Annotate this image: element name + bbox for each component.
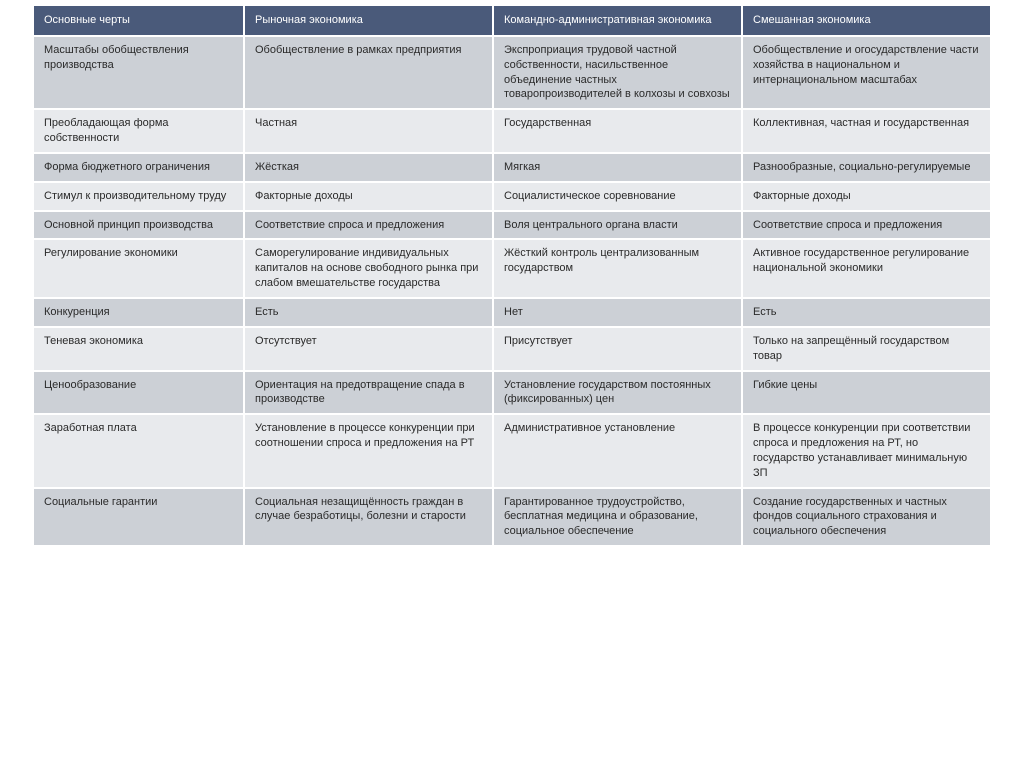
table-row: Стимул к производительному труду Факторн… — [34, 183, 990, 210]
cell: Социалистическое соревнование — [494, 183, 741, 210]
cell: Соответствие спроса и предложения — [743, 212, 990, 239]
cell: Создание государственных и частных фондо… — [743, 489, 990, 546]
slide-container: Основные черты Рыночная экономика Команд… — [0, 0, 1024, 768]
cell: Отсутствует — [245, 328, 492, 370]
table-row: Заработная плата Установление в процессе… — [34, 415, 990, 486]
cell: Установление государством постоянных (фи… — [494, 372, 741, 414]
col-header-feature: Основные черты — [34, 6, 243, 35]
cell: Жёсткая — [245, 154, 492, 181]
cell: Факторные доходы — [245, 183, 492, 210]
cell: Масштабы обобществления производства — [34, 37, 243, 108]
cell: Нет — [494, 299, 741, 326]
table-row: Теневая экономика Отсутствует Присутству… — [34, 328, 990, 370]
cell: В процессе конкуренции при соответствии … — [743, 415, 990, 486]
col-header-mixed: Смешанная экономика — [743, 6, 990, 35]
cell: Стимул к производительному труду — [34, 183, 243, 210]
cell: Экспроприация трудовой частной собственн… — [494, 37, 741, 108]
cell: Есть — [245, 299, 492, 326]
cell: Ценообразование — [34, 372, 243, 414]
cell: Разнообразные, социально-регулируемые — [743, 154, 990, 181]
table-row: Преобладающая форма собственности Частна… — [34, 110, 990, 152]
cell: Установление в процессе конкуренции при … — [245, 415, 492, 486]
cell: Государственная — [494, 110, 741, 152]
cell: Присутствует — [494, 328, 741, 370]
cell: Конкуренция — [34, 299, 243, 326]
cell: Регулирование экономики — [34, 240, 243, 297]
table-row: Масштабы обобществления производства Обо… — [34, 37, 990, 108]
cell: Преобладающая форма собственности — [34, 110, 243, 152]
cell: Есть — [743, 299, 990, 326]
cell: Ориентация на предотвращение спада в про… — [245, 372, 492, 414]
cell: Социальная незащищённость граждан в случ… — [245, 489, 492, 546]
cell: Теневая экономика — [34, 328, 243, 370]
cell: Только на запрещённый государством товар — [743, 328, 990, 370]
cell: Административное установление — [494, 415, 741, 486]
table-row: Регулирование экономики Саморегулировани… — [34, 240, 990, 297]
table-row: Ценообразование Ориентация на предотвращ… — [34, 372, 990, 414]
cell: Коллективная, частная и государственная — [743, 110, 990, 152]
table-row: Основной принцип производства Соответств… — [34, 212, 990, 239]
cell: Активное государственное регулирование н… — [743, 240, 990, 297]
cell: Обобществление и огосударствление части … — [743, 37, 990, 108]
cell: Социальные гарантии — [34, 489, 243, 546]
cell: Мягкая — [494, 154, 741, 181]
table-row: Социальные гарантии Социальная незащищён… — [34, 489, 990, 546]
cell: Гибкие цены — [743, 372, 990, 414]
cell: Форма бюджетного ограничения — [34, 154, 243, 181]
cell: Жёсткий контроль централизованным госуда… — [494, 240, 741, 297]
cell: Заработная плата — [34, 415, 243, 486]
cell: Основной принцип производства — [34, 212, 243, 239]
cell: Факторные доходы — [743, 183, 990, 210]
col-header-command: Командно-административная экономика — [494, 6, 741, 35]
cell: Саморегулирование индивидуальных капитал… — [245, 240, 492, 297]
cell: Воля центрального органа власти — [494, 212, 741, 239]
cell: Частная — [245, 110, 492, 152]
table-header-row: Основные черты Рыночная экономика Команд… — [34, 6, 990, 35]
table-row: Конкуренция Есть Нет Есть — [34, 299, 990, 326]
comparison-table: Основные черты Рыночная экономика Команд… — [32, 4, 992, 547]
table-body: Масштабы обобществления производства Обо… — [34, 37, 990, 545]
cell: Обобществление в рамках предприятия — [245, 37, 492, 108]
col-header-market: Рыночная экономика — [245, 6, 492, 35]
table-row: Форма бюджетного ограничения Жёсткая Мяг… — [34, 154, 990, 181]
cell: Соответствие спроса и предложения — [245, 212, 492, 239]
cell: Гарантированное трудоустройство, бесплат… — [494, 489, 741, 546]
